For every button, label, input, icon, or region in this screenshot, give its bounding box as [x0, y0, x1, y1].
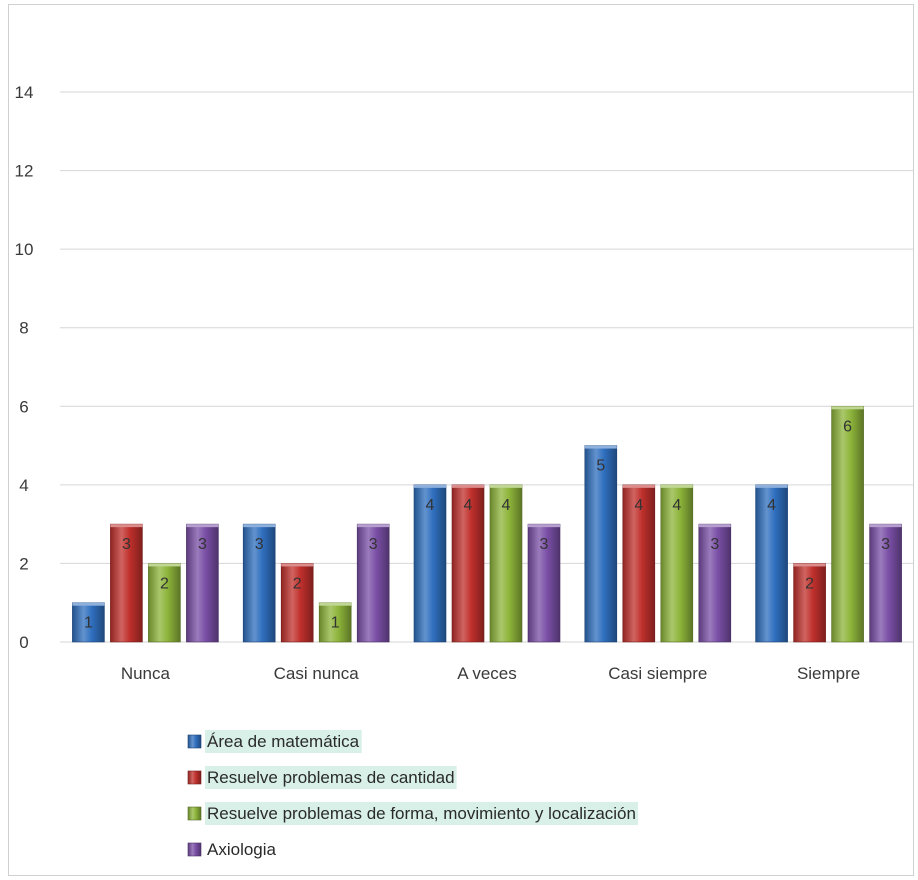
bar — [755, 484, 788, 643]
y-tick-label: 10 — [15, 240, 34, 259]
bar — [413, 484, 447, 643]
y-tick-label: 8 — [19, 319, 28, 338]
bar-top-highlight — [148, 563, 181, 567]
legend-item: Área de matemática — [187, 730, 362, 753]
bar-top-highlight — [622, 484, 655, 488]
data-label: 3 — [255, 536, 264, 553]
bar-top-highlight — [528, 524, 560, 528]
bar-top-highlight — [452, 484, 484, 488]
bar — [831, 405, 864, 643]
bar-top-highlight — [755, 484, 788, 488]
bar-top-highlight — [319, 602, 352, 606]
data-label: 4 — [634, 497, 643, 514]
bars — [72, 405, 902, 643]
bar — [793, 563, 826, 643]
data-label: 3 — [369, 536, 378, 553]
y-tick-label: 6 — [19, 397, 28, 416]
bar — [584, 445, 618, 643]
x-category-label: Casi siempre — [608, 664, 707, 683]
legend-label: Axiologia — [207, 840, 277, 859]
legend-highlight — [205, 730, 362, 753]
bar-top-highlight — [660, 484, 693, 488]
y-tick-label: 0 — [19, 633, 28, 652]
bar-top-highlight — [243, 524, 276, 528]
legend-label: Resuelve problemas de forma, movimiento … — [207, 804, 636, 823]
data-label: 4 — [767, 497, 776, 514]
bar — [148, 563, 181, 643]
data-label: 3 — [198, 536, 207, 553]
data-label: 3 — [710, 536, 719, 553]
data-labels: 1 3 2 3 3 2 1 3 4 4 4 3 5 4 4 3 4 2 6 3 — [84, 418, 890, 631]
y-tick-label: 14 — [15, 83, 34, 102]
legend-swatch — [187, 806, 202, 821]
bar-top-highlight — [414, 484, 446, 488]
bar — [110, 523, 143, 643]
legend-item: Axiologia — [187, 840, 277, 859]
x-axis: Nunca Casi nunca A veces Casi siempre Siempr… — [121, 664, 860, 683]
data-label: 3 — [122, 536, 131, 553]
bar-top-highlight — [793, 563, 826, 567]
data-label: 2 — [160, 575, 169, 592]
data-label: 4 — [426, 497, 435, 514]
legend-swatch — [187, 842, 202, 857]
data-label: 4 — [502, 497, 511, 514]
bar-top-highlight — [584, 445, 617, 449]
data-label: 5 — [596, 458, 605, 475]
legend-label: Resuelve problemas de cantidad — [207, 768, 455, 787]
bar-top-highlight — [490, 484, 522, 488]
data-label: 1 — [84, 615, 93, 632]
legend: Área de matemática Resuelve problemas de … — [187, 730, 638, 859]
y-tick-label: 2 — [19, 554, 28, 573]
bar — [318, 602, 352, 643]
data-label: 4 — [464, 497, 473, 514]
data-label: 3 — [540, 536, 549, 553]
legend-highlight — [205, 802, 638, 825]
bar-top-highlight — [357, 524, 390, 528]
bar-top-highlight — [186, 524, 219, 528]
bar — [451, 484, 485, 643]
legend-swatch — [187, 734, 202, 749]
bar-top-highlight — [698, 524, 731, 528]
legend-item: Resuelve problemas de cantidad — [187, 766, 457, 789]
y-tick-label: 12 — [15, 162, 34, 181]
legend-swatch — [187, 770, 202, 785]
data-label: 3 — [881, 536, 890, 553]
bar — [660, 484, 694, 643]
data-label: 1 — [331, 615, 340, 632]
bar — [356, 523, 390, 643]
legend-item: Resuelve problemas de forma, movimiento … — [187, 802, 638, 825]
data-label: 6 — [843, 418, 852, 435]
bar — [527, 523, 561, 643]
bar-top-highlight — [869, 524, 902, 528]
x-category-label: A veces — [457, 664, 517, 683]
y-axis: 0 2 4 6 8 10 12 14 — [15, 83, 34, 652]
bar-top-highlight — [110, 524, 143, 528]
data-label: 2 — [805, 575, 814, 592]
x-category-label: Siempre — [797, 664, 860, 683]
x-category-label: Nunca — [121, 664, 171, 683]
bar — [869, 523, 902, 643]
x-category-label: Casi nunca — [274, 664, 360, 683]
y-tick-label: 4 — [19, 476, 28, 495]
bar-top-highlight — [831, 406, 864, 410]
bar — [186, 523, 219, 643]
legend-highlight — [205, 766, 457, 789]
bar-top-highlight — [281, 563, 314, 567]
bar-top-highlight — [72, 602, 105, 606]
data-label: 4 — [672, 497, 681, 514]
bar — [489, 484, 523, 643]
data-label: 2 — [293, 575, 302, 592]
legend-label: Área de matemática — [207, 732, 360, 751]
bar — [72, 602, 105, 643]
chart-frame — [8, 4, 914, 876]
